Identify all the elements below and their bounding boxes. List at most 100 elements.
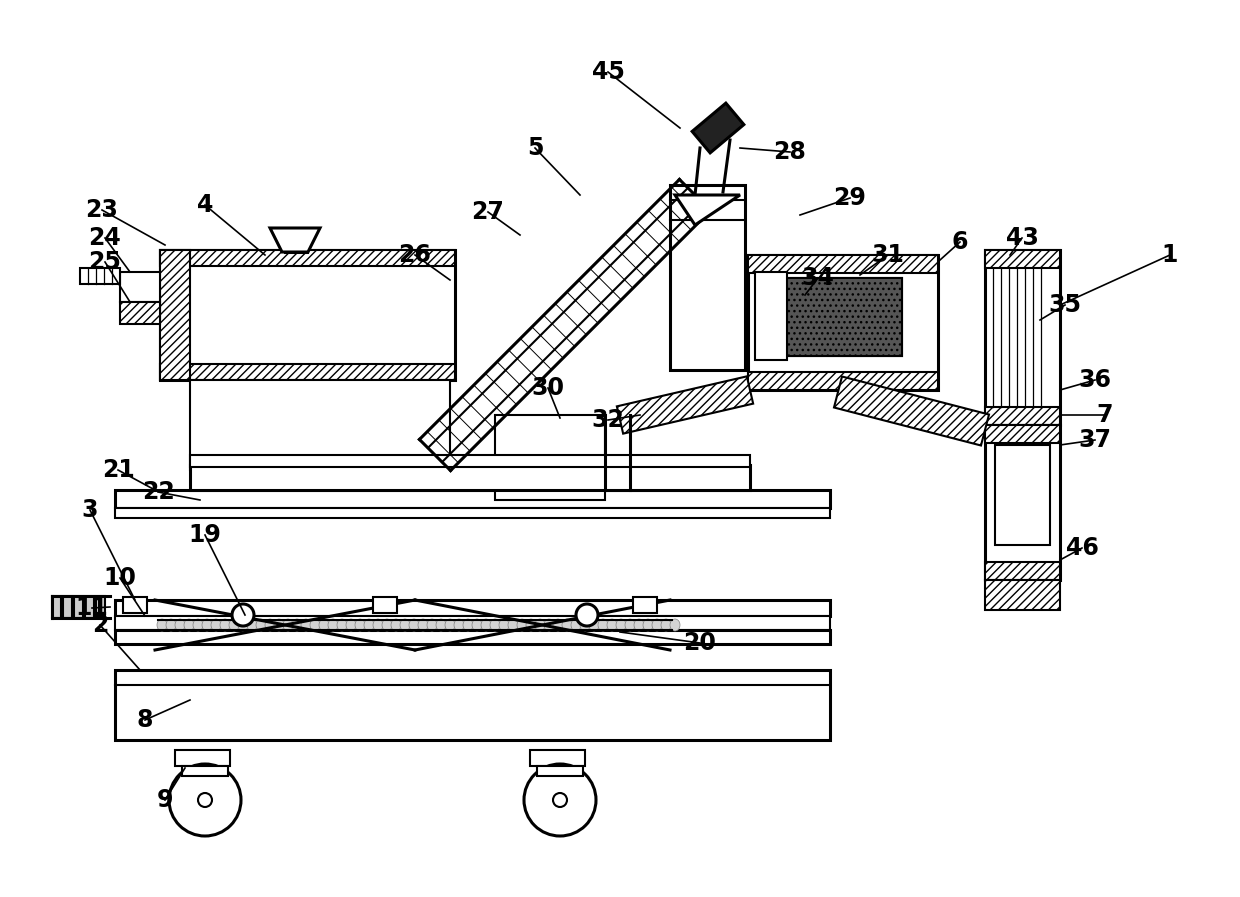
Polygon shape: [675, 195, 740, 225]
Ellipse shape: [553, 619, 563, 631]
Bar: [985, 562, 1060, 580]
Polygon shape: [835, 377, 990, 446]
Text: 32: 32: [591, 408, 625, 432]
Bar: [373, 597, 397, 613]
Text: 19: 19: [188, 523, 222, 547]
Text: 34: 34: [801, 266, 835, 290]
Bar: [632, 597, 657, 613]
Text: 37: 37: [1079, 428, 1111, 452]
Text: 11: 11: [76, 596, 108, 620]
Circle shape: [553, 793, 567, 807]
Bar: [123, 597, 148, 613]
Bar: [985, 425, 1060, 580]
Bar: [985, 250, 1060, 425]
Bar: [755, 272, 787, 360]
Ellipse shape: [562, 619, 572, 631]
Ellipse shape: [436, 619, 446, 631]
Text: 46: 46: [1065, 536, 1099, 560]
Bar: [190, 465, 750, 490]
Bar: [537, 766, 583, 776]
Ellipse shape: [544, 619, 554, 631]
Bar: [985, 425, 1060, 443]
Text: 3: 3: [82, 498, 98, 522]
Ellipse shape: [498, 619, 508, 631]
Text: 4: 4: [197, 193, 213, 217]
Text: 26: 26: [398, 243, 432, 267]
Bar: [495, 415, 605, 500]
Ellipse shape: [229, 619, 239, 631]
Ellipse shape: [274, 619, 284, 631]
Bar: [160, 364, 455, 380]
Ellipse shape: [382, 619, 392, 631]
Ellipse shape: [481, 619, 491, 631]
Text: 30: 30: [532, 376, 564, 400]
Text: 27: 27: [471, 200, 505, 224]
Ellipse shape: [355, 619, 365, 631]
Ellipse shape: [598, 619, 608, 631]
Ellipse shape: [337, 619, 347, 631]
Text: 28: 28: [774, 140, 806, 164]
Ellipse shape: [490, 619, 500, 631]
Ellipse shape: [365, 619, 374, 631]
Text: 25: 25: [88, 250, 122, 274]
Ellipse shape: [265, 619, 275, 631]
Ellipse shape: [454, 619, 464, 631]
Bar: [115, 630, 830, 644]
Text: 8: 8: [136, 708, 154, 732]
Bar: [95, 596, 105, 618]
Ellipse shape: [391, 619, 401, 631]
Bar: [529, 750, 585, 766]
Circle shape: [525, 764, 596, 836]
Bar: [175, 750, 229, 766]
Ellipse shape: [319, 619, 329, 631]
Ellipse shape: [508, 619, 518, 631]
Text: 2: 2: [92, 613, 108, 637]
Bar: [115, 600, 830, 616]
Text: 35: 35: [1049, 293, 1081, 317]
Ellipse shape: [373, 619, 383, 631]
Bar: [115, 490, 830, 508]
Ellipse shape: [445, 619, 455, 631]
Bar: [773, 278, 901, 356]
Polygon shape: [616, 377, 753, 433]
Ellipse shape: [517, 619, 527, 631]
Text: 10: 10: [104, 566, 136, 590]
Ellipse shape: [409, 619, 419, 631]
Bar: [120, 272, 160, 302]
Text: 24: 24: [88, 226, 122, 250]
Ellipse shape: [329, 619, 339, 631]
Bar: [115, 508, 830, 518]
Ellipse shape: [346, 619, 356, 631]
Ellipse shape: [661, 619, 671, 631]
Bar: [74, 596, 83, 618]
Text: 45: 45: [591, 60, 625, 84]
Text: 1: 1: [1162, 243, 1178, 267]
Bar: [160, 250, 190, 380]
Bar: [985, 580, 1060, 610]
Bar: [773, 278, 901, 356]
Ellipse shape: [580, 619, 590, 631]
Text: 36: 36: [1079, 368, 1111, 392]
Ellipse shape: [616, 619, 626, 631]
Ellipse shape: [193, 619, 203, 631]
Bar: [81, 268, 120, 284]
Ellipse shape: [184, 619, 193, 631]
Text: 7: 7: [1096, 403, 1114, 427]
Text: 21: 21: [102, 458, 134, 482]
Bar: [748, 372, 937, 390]
Bar: [120, 302, 160, 324]
Circle shape: [577, 604, 598, 626]
Ellipse shape: [255, 619, 267, 631]
Polygon shape: [270, 228, 320, 252]
Ellipse shape: [175, 619, 185, 631]
Ellipse shape: [202, 619, 212, 631]
Ellipse shape: [247, 619, 257, 631]
Bar: [52, 596, 61, 618]
Ellipse shape: [625, 619, 635, 631]
Polygon shape: [692, 103, 744, 152]
Text: 23: 23: [86, 198, 119, 222]
Bar: [190, 380, 450, 470]
Ellipse shape: [219, 619, 229, 631]
Text: 43: 43: [1006, 226, 1038, 250]
Bar: [182, 766, 228, 776]
